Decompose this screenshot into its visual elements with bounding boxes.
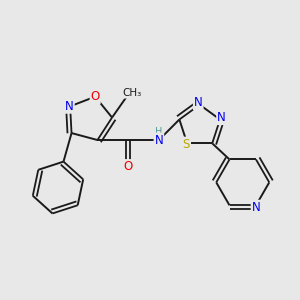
Text: N: N xyxy=(154,134,163,146)
Text: N: N xyxy=(65,100,74,113)
Text: O: O xyxy=(91,90,100,103)
Text: N: N xyxy=(194,96,203,110)
Text: CH₃: CH₃ xyxy=(123,88,142,98)
Text: N: N xyxy=(217,111,226,124)
Text: O: O xyxy=(123,160,132,173)
Text: S: S xyxy=(183,138,190,151)
Text: H: H xyxy=(155,127,163,137)
Text: N: N xyxy=(252,201,260,214)
